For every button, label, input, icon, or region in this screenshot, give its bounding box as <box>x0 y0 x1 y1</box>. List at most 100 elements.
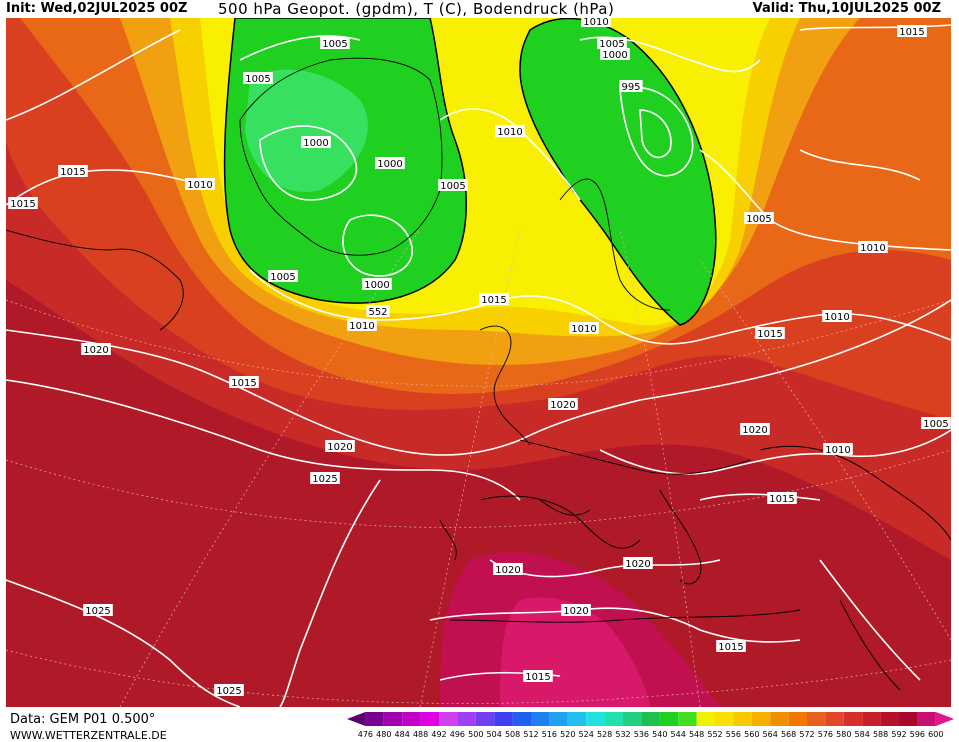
isobar-label-text: 1015 <box>757 329 782 340</box>
isobar-label-text: 1005 <box>923 419 948 430</box>
colorbar-swatch <box>623 712 642 726</box>
colorbar-tick-label: 492 <box>431 730 446 739</box>
isobar-label-text: 1015 <box>10 199 35 210</box>
isobar-label: 1005 <box>243 72 273 85</box>
isobar-label: 1015 <box>767 492 797 505</box>
isobar-label-text: 1020 <box>742 425 767 436</box>
map-title: 500 hPa Geopot. (gpdm), T (C), Bodendruc… <box>218 0 615 18</box>
colorbar-swatch <box>365 712 384 726</box>
isobar-label-text: 1020 <box>83 345 108 356</box>
isobar-label: 1000 <box>600 48 630 61</box>
isobar-label: 1005 <box>597 37 627 50</box>
isobar-label: 1015 <box>58 165 88 178</box>
isobar-label: 1005 <box>438 179 468 192</box>
isobar-label: 1000 <box>375 157 405 170</box>
colorbar-swatch <box>494 712 513 726</box>
colorbar-swatch <box>586 712 605 726</box>
isobar-label: 1020 <box>548 398 578 411</box>
isobar-label: 1020 <box>325 440 355 453</box>
isobar-label-text: 1005 <box>245 74 270 85</box>
isobar-label-text: 1015 <box>231 378 256 389</box>
colorbar-swatch <box>880 712 899 726</box>
colorbar-swatch <box>531 712 550 726</box>
isobar-label-text: 1015 <box>899 27 924 38</box>
isobar-label-text: 1020 <box>495 565 520 576</box>
colorbar-tick-label: 564 <box>763 730 778 739</box>
isobar-label-text: 1010 <box>497 127 522 138</box>
isobar-label-text: 1010 <box>824 312 849 323</box>
isobar-label-text: 1005 <box>270 272 295 283</box>
colorbar-swatch <box>788 712 807 726</box>
isobar-label: 1020 <box>493 563 523 576</box>
isobar-label: 1025 <box>214 684 244 697</box>
isobar-label: 1005 <box>268 270 298 283</box>
colorbar-swatch <box>843 712 863 726</box>
colorbar-tick-label: 524 <box>579 730 594 739</box>
isobar-label: 995 <box>619 80 643 93</box>
isobar-label: 1015 <box>479 293 509 306</box>
colorbar-swatch <box>457 712 476 726</box>
isobar-label-text: 1020 <box>327 442 352 453</box>
isobar-label-text: 1025 <box>216 686 241 697</box>
isobar-label: 552 <box>366 305 390 318</box>
isobar-label-text: 1025 <box>85 606 110 617</box>
weather-map: 1005100510001000100510051000552101010101… <box>6 18 951 707</box>
colorbar-tick-label: 528 <box>597 730 612 739</box>
colorbar-swatch <box>770 712 789 726</box>
colorbar-swatch <box>807 712 826 726</box>
colorbar-swatch <box>862 712 881 726</box>
isobar-label: 1025 <box>310 472 340 485</box>
isobar-label: 1025 <box>83 604 113 617</box>
colorbar-swatch <box>917 712 936 726</box>
isobar-label: 1015 <box>755 327 785 340</box>
isobar-label: 1010 <box>495 125 525 138</box>
isobar-label-text: 1010 <box>583 18 608 28</box>
map-header: Init: Wed,02JUL2025 00Z 500 hPa Geopot. … <box>0 0 959 18</box>
colorbar-swatch <box>678 712 697 726</box>
isobar-label: 1010 <box>185 178 215 191</box>
colorbar-swatch <box>715 712 734 726</box>
isobar-label-text: 1015 <box>525 672 550 683</box>
colorbar-tick-label: 572 <box>799 730 814 739</box>
isobar-label: 1005 <box>320 37 350 50</box>
colorbar-tick-label: 544 <box>671 730 686 739</box>
colorbar-swatch <box>899 712 918 726</box>
isobar-label-text: 1010 <box>571 324 596 335</box>
colorbar-tick-label: 500 <box>468 730 483 739</box>
isobar-label-text: 1005 <box>440 181 465 192</box>
colorbar-tick-label: 568 <box>781 730 796 739</box>
colorbar-tick-label: 584 <box>855 730 870 739</box>
isobars <box>6 24 951 707</box>
isobar-label: 1010 <box>858 241 888 254</box>
isobar-label: 1005 <box>921 417 951 430</box>
isobar-label-text: 1025 <box>312 474 337 485</box>
colorbar-swatch <box>567 712 587 726</box>
isobar-label-text: 1005 <box>746 214 771 225</box>
isobar-label-text: 1010 <box>860 243 885 254</box>
colorbar-swatch <box>347 712 366 726</box>
colorbar-swatch <box>825 712 844 726</box>
isobar-label-text: 552 <box>368 307 387 318</box>
isobar-label-text: 1015 <box>481 295 506 306</box>
isobar-label-text: 1015 <box>60 167 85 178</box>
isobar-label: 1010 <box>581 18 611 28</box>
isobar-label-text: 1020 <box>563 606 588 617</box>
isobar-label: 1015 <box>8 197 38 210</box>
low-scandinavia <box>519 18 717 326</box>
isobar-label: 1020 <box>740 423 770 436</box>
isobar-label: 1020 <box>561 604 591 617</box>
isobar-label: 1000 <box>362 278 392 291</box>
colorbar-swatch <box>512 712 531 726</box>
colorbar-swatch <box>383 712 403 726</box>
colorbar-tick-label: 592 <box>891 730 906 739</box>
colorbar-swatch <box>549 712 568 726</box>
colorbar-tick-label: 540 <box>652 730 667 739</box>
isobar-label-text: 1005 <box>599 39 624 50</box>
colorbar-tick-label: 496 <box>450 730 465 739</box>
isobar-label: 1005 <box>744 212 774 225</box>
colorbar: 476 480 484 488 492 496 500 504 508 512 516 520 524 5… <box>347 712 955 739</box>
isobar-label: 1015 <box>716 640 746 653</box>
colorbar-tick-label: 600 <box>928 730 943 739</box>
isobar-label-text: 1000 <box>364 280 389 291</box>
isobar-label-text: 1015 <box>769 494 794 505</box>
